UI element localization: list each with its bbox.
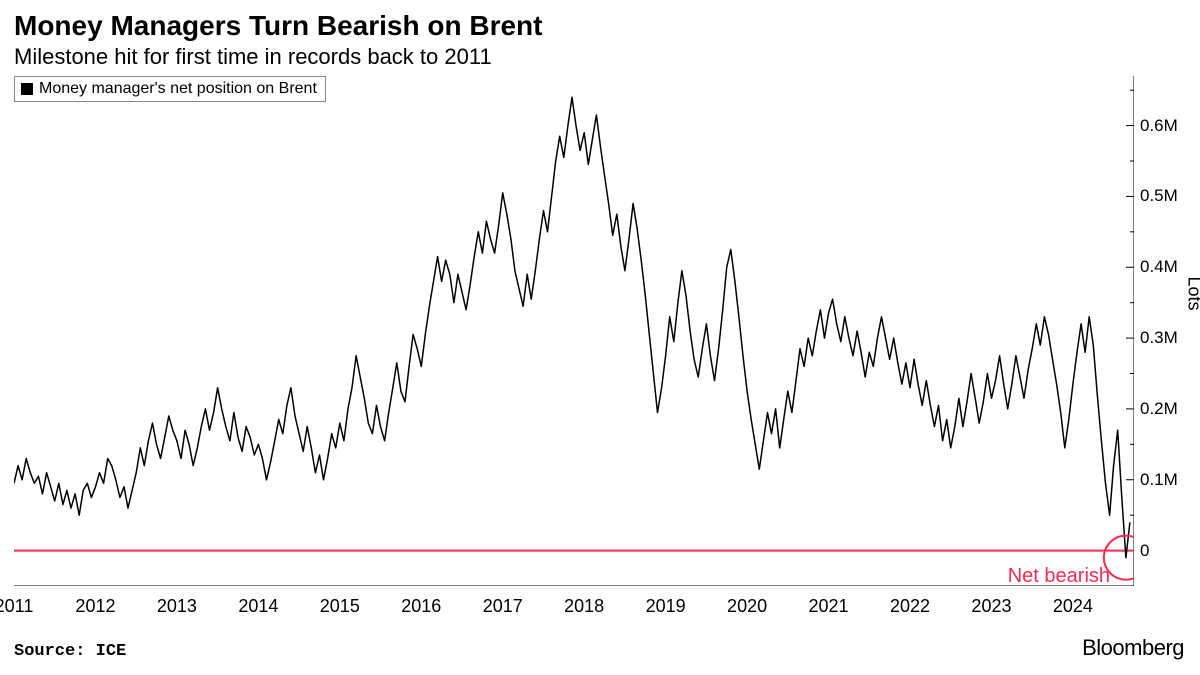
y-tick-label: 0.3M <box>1140 328 1178 348</box>
y-axis-label: Lots <box>1184 276 1200 310</box>
y-tick-label: 0 <box>1140 541 1149 561</box>
line-chart-svg <box>14 76 1134 586</box>
x-tick-label: 2022 <box>890 596 930 617</box>
y-tick-label: 0.2M <box>1140 399 1178 419</box>
net-bearish-annotation: Net bearish <box>1008 565 1110 588</box>
source-text: Source: ICE <box>14 642 126 661</box>
x-tick-label: 2018 <box>564 596 604 617</box>
x-tick-label: 2024 <box>1053 596 1093 617</box>
chart-subtitle: Milestone hit for first time in records … <box>0 42 1200 70</box>
x-tick-label: 2019 <box>646 596 686 617</box>
y-tick-label: 0.4M <box>1140 257 1178 277</box>
x-tick-label: 2020 <box>727 596 767 617</box>
x-tick-label: 2017 <box>483 596 523 617</box>
x-tick-label: 2021 <box>809 596 849 617</box>
chart-title: Money Managers Turn Bearish on Brent <box>0 0 1200 42</box>
brand-logo: Bloomberg <box>1082 635 1184 661</box>
x-tick-label: 2023 <box>971 596 1011 617</box>
x-tick-label: 2016 <box>401 596 441 617</box>
y-tick-label: 0.5M <box>1140 186 1178 206</box>
x-tick-label: 2014 <box>238 596 278 617</box>
x-tick-label: 2015 <box>320 596 360 617</box>
y-tick-label: 0.1M <box>1140 470 1178 490</box>
x-tick-label: 2012 <box>75 596 115 617</box>
x-tick-label: 2011 <box>0 596 33 617</box>
y-tick-label: 0.6M <box>1140 116 1178 136</box>
x-tick-label: 2013 <box>157 596 197 617</box>
chart-area <box>14 76 1134 586</box>
